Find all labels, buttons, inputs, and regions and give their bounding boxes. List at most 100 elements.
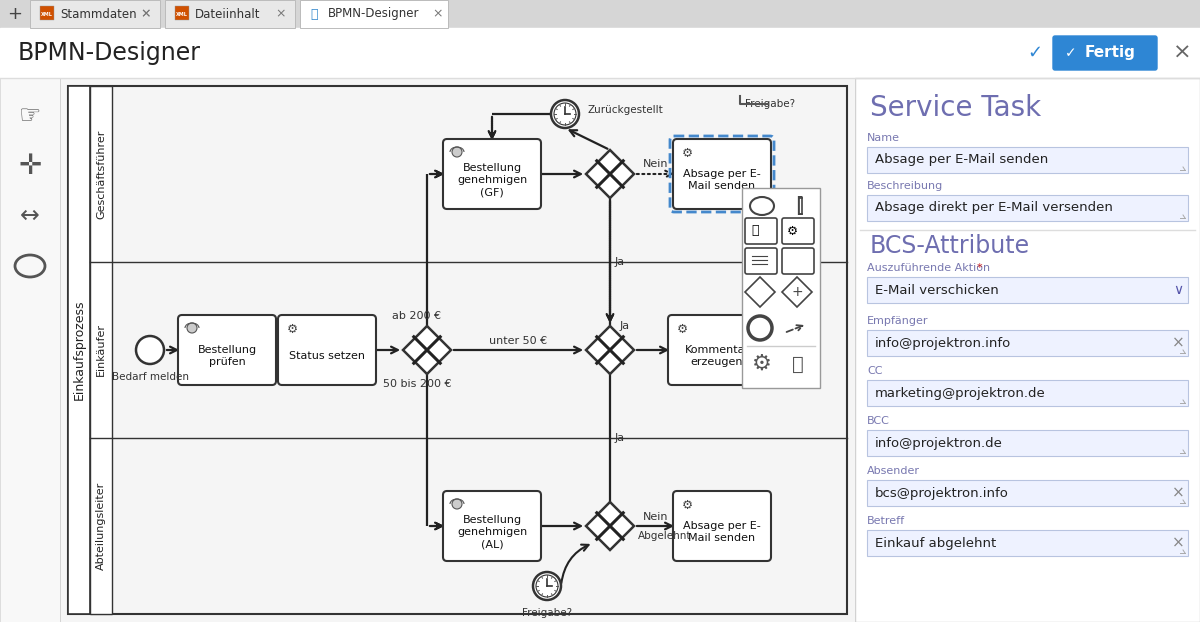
Text: ×: × — [140, 7, 151, 21]
Bar — [68, 86, 847, 614]
Bar — [866, 195, 1188, 221]
Text: Geschäftsführer: Geschäftsführer — [96, 129, 106, 219]
Text: ☞: ☞ — [19, 104, 41, 128]
Text: [: [ — [794, 196, 803, 216]
Text: unter 50 €: unter 50 € — [490, 336, 547, 346]
Text: ⚙: ⚙ — [752, 354, 772, 374]
Text: Abgelehnt: Abgelehnt — [638, 531, 691, 541]
Text: BCS-Attribute: BCS-Attribute — [870, 234, 1030, 258]
Text: ×: × — [1172, 43, 1192, 63]
Text: ↔: ↔ — [20, 204, 40, 228]
Polygon shape — [403, 326, 451, 374]
Text: BCC: BCC — [866, 416, 890, 426]
Text: Absender: Absender — [866, 466, 920, 476]
FancyBboxPatch shape — [1054, 36, 1157, 70]
Text: ⚙: ⚙ — [786, 225, 798, 238]
Text: Ja: Ja — [620, 321, 630, 331]
Text: Name: Name — [866, 133, 900, 143]
Text: ⚙: ⚙ — [287, 322, 298, 335]
Text: ×: × — [1171, 335, 1184, 351]
Text: Stammdaten: Stammdaten — [60, 7, 137, 21]
Text: 👤: 👤 — [751, 225, 758, 238]
Text: *: * — [977, 263, 983, 273]
Circle shape — [551, 100, 580, 128]
Text: Absage per E-Mail senden: Absage per E-Mail senden — [875, 154, 1049, 167]
FancyBboxPatch shape — [673, 139, 772, 209]
Bar — [0, 0, 1200, 28]
Text: ×: × — [276, 7, 287, 21]
Bar — [60, 78, 854, 622]
Text: Einkäufer: Einkäufer — [96, 323, 106, 376]
Text: Abteilungsleiter: Abteilungsleiter — [96, 482, 106, 570]
Text: XML: XML — [176, 11, 188, 17]
Circle shape — [187, 323, 197, 333]
Text: ×: × — [433, 7, 443, 21]
Bar — [0, 78, 60, 622]
Circle shape — [533, 572, 562, 600]
Text: marketing@projektron.de: marketing@projektron.de — [875, 386, 1045, 399]
FancyBboxPatch shape — [178, 315, 276, 385]
Polygon shape — [586, 150, 634, 198]
FancyBboxPatch shape — [443, 139, 541, 209]
Text: ⚙: ⚙ — [682, 498, 692, 511]
Bar — [866, 480, 1188, 506]
Text: ✓: ✓ — [1066, 46, 1076, 60]
Text: ✓: ✓ — [1027, 44, 1043, 62]
Bar — [175, 6, 190, 20]
Bar — [40, 6, 54, 20]
Bar — [866, 430, 1188, 456]
Text: ✛: ✛ — [18, 152, 42, 180]
Text: info@projektron.info: info@projektron.info — [875, 337, 1012, 350]
Text: Betreff: Betreff — [866, 516, 905, 526]
Text: Bedarf melden: Bedarf melden — [112, 372, 188, 382]
Text: Zurückgestellt: Zurückgestellt — [587, 105, 662, 115]
Bar — [166, 0, 295, 28]
Bar — [854, 78, 1200, 622]
Text: 50 bis 200 €: 50 bis 200 € — [383, 379, 451, 389]
Bar — [742, 188, 820, 388]
Text: Freigabe?: Freigabe? — [745, 99, 796, 109]
Bar — [300, 0, 448, 28]
Text: Ja: Ja — [616, 257, 625, 267]
Circle shape — [452, 499, 462, 509]
Text: Service Task: Service Task — [870, 94, 1042, 122]
Text: 🗑: 🗑 — [792, 355, 804, 373]
Bar — [866, 380, 1188, 406]
Bar — [866, 277, 1188, 303]
Text: Empfänger: Empfänger — [866, 316, 929, 326]
FancyBboxPatch shape — [443, 491, 541, 561]
Circle shape — [554, 103, 576, 125]
Text: Status setzen: Status setzen — [289, 351, 365, 361]
Text: XML: XML — [41, 11, 53, 17]
Bar — [866, 330, 1188, 356]
Text: Absage per E-
Mail senden: Absage per E- Mail senden — [683, 521, 761, 543]
Text: ⚙: ⚙ — [682, 147, 692, 159]
Circle shape — [136, 336, 164, 364]
Text: Nein: Nein — [643, 159, 668, 169]
Polygon shape — [586, 326, 634, 374]
Text: ×: × — [140, 7, 151, 21]
Bar — [90, 86, 112, 614]
Polygon shape — [586, 502, 634, 550]
FancyBboxPatch shape — [668, 315, 766, 385]
Text: Freigabe?: Freigabe? — [522, 608, 572, 618]
Text: Kommentar
erzeugen: Kommentar erzeugen — [684, 345, 750, 367]
Text: CC: CC — [866, 366, 882, 376]
Text: 🔄: 🔄 — [311, 7, 318, 21]
Text: Bestellung
genehmigen
(AL): Bestellung genehmigen (AL) — [457, 514, 527, 549]
Text: ∨: ∨ — [1172, 283, 1183, 297]
Circle shape — [536, 575, 558, 597]
Text: Bestellung
genehmigen
(GF): Bestellung genehmigen (GF) — [457, 162, 527, 197]
Text: E-Mail verschicken: E-Mail verschicken — [875, 284, 998, 297]
Text: Nein: Nein — [643, 512, 668, 522]
Text: ×: × — [1171, 536, 1184, 550]
Bar — [30, 0, 160, 28]
Text: BPMN-Designer: BPMN-Designer — [328, 7, 420, 21]
Circle shape — [452, 147, 462, 157]
Text: Auszuführende Aktion: Auszuführende Aktion — [866, 263, 990, 273]
Text: Beschreibung: Beschreibung — [866, 181, 943, 191]
Bar — [866, 530, 1188, 556]
Text: Bestellung
prüfen: Bestellung prüfen — [198, 345, 257, 367]
Text: +: + — [791, 285, 803, 299]
Bar — [0, 28, 1200, 78]
